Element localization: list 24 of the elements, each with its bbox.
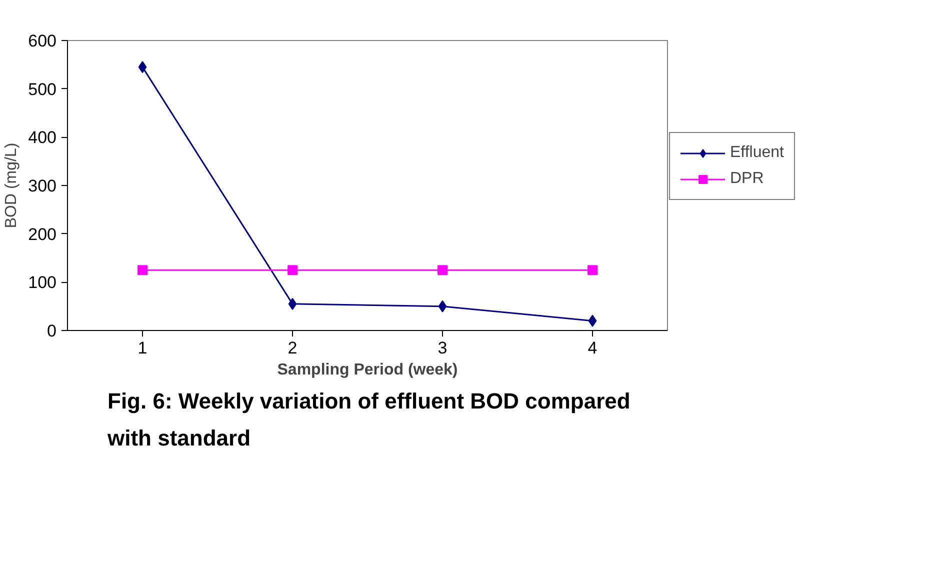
y-tick-label: 400 bbox=[28, 128, 57, 148]
x-axis-title: Sampling Period (week) bbox=[277, 362, 458, 378]
x-tick-label: 3 bbox=[438, 338, 448, 358]
y-tick-label: 500 bbox=[28, 80, 57, 99]
legend-label: Effluent bbox=[730, 144, 784, 162]
point bbox=[438, 265, 448, 276]
y-tick-label: 600 bbox=[28, 32, 57, 50]
y-tick-label: 300 bbox=[28, 176, 57, 196]
x-tick-label: 4 bbox=[588, 338, 598, 358]
point bbox=[288, 265, 298, 276]
point bbox=[288, 298, 297, 310]
x-tick-label: 2 bbox=[288, 338, 298, 358]
y-axis-title: BOD (mg/L) bbox=[3, 142, 20, 228]
point bbox=[588, 265, 598, 276]
point bbox=[138, 265, 148, 276]
y-tick-label: 100 bbox=[28, 273, 57, 292]
point bbox=[438, 300, 447, 312]
legend-label: DPR bbox=[730, 170, 764, 188]
point bbox=[588, 314, 597, 327]
y-tick-label: 0 bbox=[47, 322, 57, 340]
text: Fig. 6: Weekly variation of effluent BOD compared with standard bbox=[106, 388, 630, 450]
y-tick-label: 200 bbox=[28, 224, 57, 244]
point bbox=[138, 61, 147, 74]
x-tick-label: 1 bbox=[138, 338, 148, 358]
